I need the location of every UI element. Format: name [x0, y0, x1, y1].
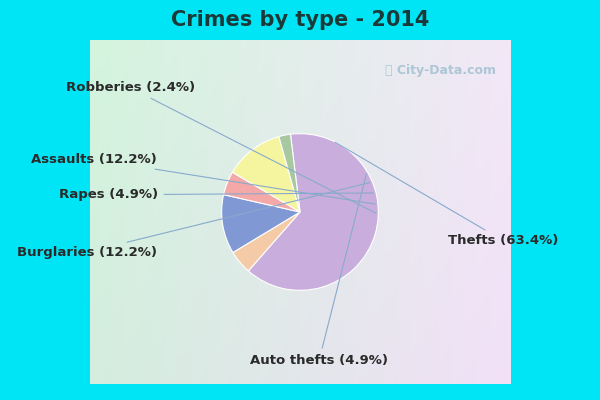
- Text: Crimes by type - 2014: Crimes by type - 2014: [171, 10, 429, 30]
- Text: ⓘ City-Data.com: ⓘ City-Data.com: [385, 64, 496, 77]
- Wedge shape: [224, 172, 300, 212]
- Text: Assaults (12.2%): Assaults (12.2%): [31, 153, 375, 204]
- Text: Rapes (4.9%): Rapes (4.9%): [59, 188, 373, 201]
- Text: Thefts (63.4%): Thefts (63.4%): [335, 142, 559, 247]
- Wedge shape: [232, 136, 300, 212]
- Wedge shape: [279, 134, 300, 212]
- Text: Auto thefts (4.9%): Auto thefts (4.9%): [250, 174, 388, 367]
- Text: Burglaries (12.2%): Burglaries (12.2%): [17, 182, 370, 259]
- Wedge shape: [221, 195, 300, 252]
- Text: Robberies (2.4%): Robberies (2.4%): [66, 81, 376, 213]
- Wedge shape: [248, 134, 379, 290]
- Wedge shape: [233, 212, 300, 271]
